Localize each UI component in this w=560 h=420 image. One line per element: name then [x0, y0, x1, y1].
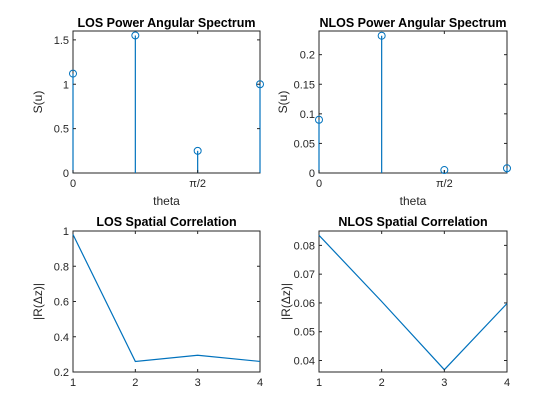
subplot-los-spatial-correlation: 1 2 3 4 0.2 0.4 0.6 0.8 1 LOS Spatial Correlatio… — [31, 215, 263, 389]
y-tick-label: 0.6 — [54, 297, 69, 309]
y-tick-label: 1 — [63, 79, 69, 91]
x-tick-label: 2 — [132, 377, 138, 389]
plot-area — [72, 30, 261, 174]
x-tick-label: 0 — [316, 178, 322, 190]
y-axis-label: S(u) — [276, 91, 290, 114]
y-axis-label: S(u) — [31, 91, 45, 114]
y-tick-label: 0.08 — [294, 240, 315, 252]
x-tick-label: 4 — [257, 377, 263, 389]
stem-marker — [315, 115, 323, 124]
x-tick-label: π/2 — [436, 178, 453, 190]
y-tick-label: 0.2 — [54, 367, 69, 379]
y-axis-label: |R(Δz)| — [279, 283, 293, 320]
x-tick-label: 1 — [70, 377, 76, 389]
plot-title: LOS Power Angular Spectrum — [77, 16, 255, 30]
subplot-los-power-spectrum: 0 π/200.511.5 LOS Power Angular Spectrum … — [31, 16, 264, 208]
x-tick-label: 0 — [70, 178, 76, 190]
data-marks — [318, 234, 508, 371]
x-axis-label: theta — [400, 194, 427, 208]
y-tick-label: 0 — [63, 168, 69, 180]
y-tick-label: 0.5 — [54, 124, 69, 136]
y-tick-label: 0.06 — [294, 298, 315, 310]
x-axis-label: theta — [153, 194, 180, 208]
stem-marker — [193, 146, 202, 155]
stem-marker — [69, 69, 77, 78]
stem-marker — [440, 166, 449, 175]
y-tick-label: 0.8 — [54, 261, 69, 273]
stem-marker — [503, 164, 511, 173]
y-tick-label: 1.5 — [54, 35, 69, 47]
x-tick-label: 2 — [379, 377, 385, 389]
data-marks — [69, 31, 264, 173]
y-tick-label: 1 — [63, 226, 69, 238]
y-tick-label: 0.05 — [294, 327, 315, 339]
stem-marker — [377, 31, 386, 40]
y-tick-label: 0.4 — [54, 332, 69, 344]
x-tick-label: 3 — [195, 377, 201, 389]
y-tick-label: 0 — [309, 168, 315, 180]
x-tick-label: 3 — [441, 377, 447, 389]
x-tick-label: 4 — [504, 377, 510, 389]
series-line — [72, 234, 261, 363]
stem-marker — [131, 31, 140, 40]
y-tick-label: 0.05 — [294, 138, 315, 150]
plot-area — [72, 230, 261, 373]
tick-marks: 1 2 3 4 0.04 0.05 0.06 0.07 0.08 — [294, 231, 510, 389]
y-tick-label: 0.15 — [294, 79, 315, 91]
series-line — [318, 234, 508, 371]
y-tick-label: 0.2 — [300, 50, 315, 62]
y-tick-label: 0.07 — [294, 269, 315, 281]
y-tick-label: 0.04 — [294, 355, 315, 367]
plot-area — [318, 30, 508, 174]
plot-area — [318, 230, 508, 373]
tick-marks: 1 2 3 4 0.2 0.4 0.6 0.8 1 — [54, 226, 263, 389]
x-tick-label: π/2 — [189, 178, 206, 190]
data-marks — [315, 31, 511, 175]
subplot-nlos-spatial-correlation: 1 2 3 4 0.04 0.05 0.06 0.07 0.08 NLOS Spatial Co… — [279, 215, 510, 389]
data-marks — [72, 234, 261, 363]
x-tick-label: 1 — [316, 377, 322, 389]
subplot-nlos-power-spectrum: 0 π/2 0 0.05 0.1 0.15 0.2 NLOS Power Angular S… — [276, 16, 511, 208]
y-axis-label: |R(Δz)| — [31, 283, 45, 320]
tick-marks: 0 π/2 0 0.5 1 1.5 — [54, 31, 260, 190]
plot-title: LOS Spatial Correlation — [96, 215, 236, 229]
plot-title: NLOS Spatial Correlation — [338, 215, 487, 229]
y-tick-label: 0.1 — [300, 109, 315, 121]
stem-marker — [256, 80, 264, 89]
plot-title: NLOS Power Angular Spectrum — [319, 16, 506, 30]
tick-marks: 0 π/2 0 0.05 0.1 0.15 0.2 — [294, 31, 507, 190]
